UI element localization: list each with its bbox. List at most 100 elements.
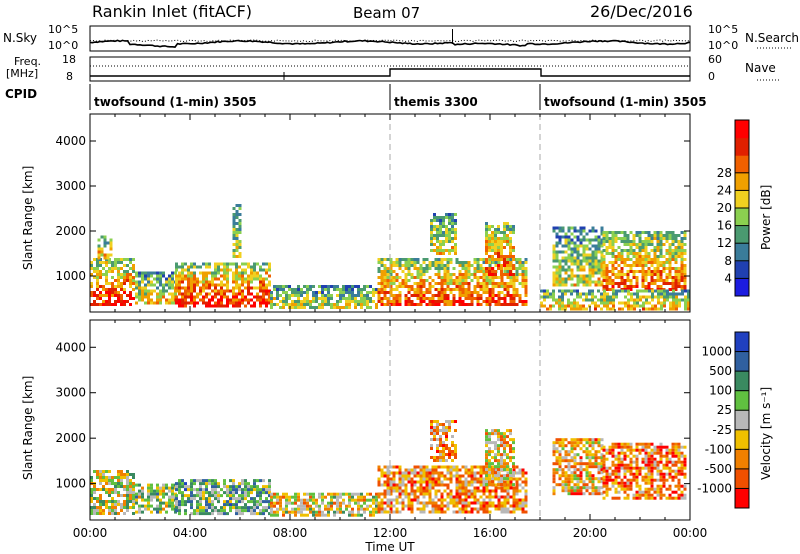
data-region xyxy=(552,226,604,287)
data-region xyxy=(430,213,457,255)
colorbar-segment xyxy=(735,429,749,450)
data-region xyxy=(377,258,528,306)
noise-left-tick-bottom: 10^0 xyxy=(48,39,78,52)
data-region xyxy=(175,479,271,516)
data-region xyxy=(552,438,604,496)
data-region xyxy=(232,204,242,258)
noise-left-label: N.Sky xyxy=(3,31,37,45)
freq-left-tick-bottom: 8 xyxy=(66,70,73,83)
ytick-label: 4000 xyxy=(55,340,86,354)
freq-panel-frame xyxy=(89,56,691,82)
cpid-segment-label: twofsound (1-min) 3505 xyxy=(94,95,257,109)
colorbar-tick-label: 4 xyxy=(724,271,732,285)
cpid-label: CPID xyxy=(5,87,37,101)
ytick-label: 1000 xyxy=(55,477,86,491)
noise-sky-trace xyxy=(89,39,691,48)
data-region xyxy=(90,470,135,515)
cpid-segment-label: twofsound (1-min) 3505 xyxy=(544,95,707,109)
data-region xyxy=(377,465,528,514)
colorbar-tick-label: 1000 xyxy=(701,345,732,359)
data-region xyxy=(485,222,515,276)
colorbar-segment xyxy=(735,468,749,489)
colorbar-tick-label: 12 xyxy=(717,236,732,250)
ytick-label: 2000 xyxy=(55,431,86,445)
colorbar-segment xyxy=(735,137,749,156)
freq-right-tick-top: 60 xyxy=(708,53,722,66)
data-region xyxy=(430,420,457,462)
time-tick-label: 20:00 xyxy=(573,526,608,540)
colorbar-segment xyxy=(735,260,749,279)
colorbar-tick-label: 20 xyxy=(717,201,732,215)
colorbar-tick-label: 24 xyxy=(717,183,732,197)
colorbar-segment xyxy=(735,190,749,209)
noise-right-tick-bottom: 10^0 xyxy=(708,39,738,52)
colorbar-segment xyxy=(735,243,749,262)
time-axis-label: Time UT xyxy=(364,540,415,554)
nave-trace xyxy=(90,68,690,77)
data-region xyxy=(602,231,687,291)
data-region xyxy=(135,271,177,305)
colorbar-segment xyxy=(735,225,749,244)
colorbar-segment xyxy=(735,488,749,509)
freq-label-bottom: [MHz] xyxy=(6,67,38,80)
colorbar-tick-label: 25 xyxy=(717,403,732,417)
cpid-segment-label: themis 3300 xyxy=(394,95,478,109)
colorbar-segment xyxy=(735,278,749,297)
power-panel: 1000 2000 3000 4000 4 8 12 16 20 24 28 xyxy=(55,113,750,313)
colorbar-segment xyxy=(735,332,749,353)
colorbar-tick-label: 28 xyxy=(717,166,732,180)
beam-title: Beam 07 xyxy=(353,4,420,22)
time-axis: 00:00 04:00 08:00 12:00 16:00 20:00 00:00 xyxy=(73,526,708,540)
freq-right-tick-bottom: 0 xyxy=(708,70,715,83)
ytick-label: 3000 xyxy=(55,179,86,193)
time-tick-label: 00:00 xyxy=(73,526,108,540)
data-region xyxy=(135,483,177,514)
time-tick-label: 16:00 xyxy=(473,526,508,540)
data-region xyxy=(175,262,271,308)
data-region xyxy=(90,258,135,306)
data-region xyxy=(602,442,687,500)
colorbar-tick-label: -100 xyxy=(705,442,732,456)
nave-label: Nave xyxy=(745,61,776,75)
colorbar-segment xyxy=(735,390,749,411)
noise-right-label: N.Search xyxy=(745,31,799,45)
velocity-colorbar-label: Velocity [m s⁻¹] xyxy=(759,387,773,480)
colorbar-segment xyxy=(735,410,749,431)
data-region xyxy=(270,285,378,309)
colorbar-tick-label: 100 xyxy=(709,384,732,398)
time-tick-label: 12:00 xyxy=(373,526,408,540)
cpid-segments: twofsound (1-min) 3505 themis 3300 twofsou… xyxy=(89,84,707,110)
colorbar-tick-label: 16 xyxy=(717,219,732,233)
colorbar-tick-label: -500 xyxy=(705,462,732,476)
time-tick-label: 00:00 xyxy=(673,526,708,540)
noise-panel-frame xyxy=(89,25,691,52)
ytick-label: 2000 xyxy=(55,224,86,238)
data-region xyxy=(97,235,113,260)
velocity-panel: 1000 2000 3000 4000 1000 500 100 25 -25 -100 -500 -… xyxy=(55,319,750,521)
noise-right-tick-top: 10^5 xyxy=(708,23,738,36)
freq-left-tick-top: 18 xyxy=(62,53,76,66)
colorbar-tick-label: 500 xyxy=(709,364,732,378)
colorbar-tick-label: 8 xyxy=(724,254,732,268)
ytick-label: 3000 xyxy=(55,386,86,400)
station-title: Rankin Inlet (fitACF) xyxy=(92,2,252,21)
colorbar-segment xyxy=(735,208,749,227)
ytick-label: 4000 xyxy=(55,134,86,148)
noise-left-tick-top: 10^5 xyxy=(48,23,78,36)
power-colorbar-label: Power [dB] xyxy=(759,185,773,250)
colorbar-segment xyxy=(735,172,749,191)
colorbar-segment xyxy=(735,371,749,392)
colorbar-segment xyxy=(735,449,749,470)
colorbar-segment xyxy=(735,120,749,139)
data-region xyxy=(485,429,515,487)
power-ylabel: Slant Range [km] xyxy=(21,166,35,270)
time-tick-label: 04:00 xyxy=(173,526,208,540)
colorbar-segment xyxy=(735,351,749,372)
velocity-ylabel: Slant Range [km] xyxy=(21,376,35,480)
freq-label-top: Freq. xyxy=(14,55,41,68)
data-region xyxy=(270,492,378,517)
ytick-label: 1000 xyxy=(55,269,86,283)
noise-search-trace xyxy=(89,39,691,43)
colorbar-segment xyxy=(735,155,749,174)
